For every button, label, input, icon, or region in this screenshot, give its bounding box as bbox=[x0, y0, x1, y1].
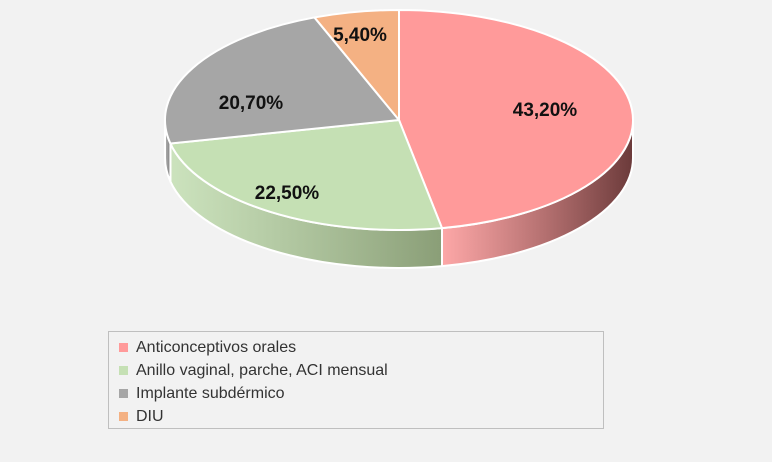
data-label-anticonceptivos-orales: 43,20% bbox=[513, 100, 578, 121]
data-label-implante-subdermico: 20,70% bbox=[219, 93, 284, 114]
data-label-diu: 5,40% bbox=[333, 25, 387, 46]
legend-label: Anticonceptivos orales bbox=[136, 338, 297, 356]
legend-swatch bbox=[119, 389, 128, 398]
chart-legend: Anticonceptivos orales Anillo vaginal, p… bbox=[108, 331, 604, 429]
legend-swatch bbox=[119, 412, 128, 421]
pie-slice-diu bbox=[313, 9, 400, 121]
legend-item-anticonceptivos-orales: Anticonceptivos orales bbox=[119, 336, 603, 359]
legend-item-diu: DIU bbox=[119, 405, 603, 428]
legend-label: Anillo vaginal, parche, ACI mensual bbox=[136, 361, 388, 379]
legend-swatch bbox=[119, 343, 128, 352]
pie-slice-anillo-vaginal bbox=[169, 119, 443, 231]
data-label-anillo-vaginal: 22,50% bbox=[255, 183, 320, 204]
legend-label: DIU bbox=[136, 407, 164, 425]
legend-item-anillo-vaginal: Anillo vaginal, parche, ACI mensual bbox=[119, 359, 603, 382]
pie-slice-implante-subdermico bbox=[164, 16, 400, 145]
legend-item-implante-subdermico: Implante subdérmico bbox=[119, 382, 603, 405]
legend-label: Implante subdérmico bbox=[136, 384, 285, 402]
legend-swatch bbox=[119, 366, 128, 375]
pie-slice-anticonceptivos-orales bbox=[398, 9, 634, 230]
